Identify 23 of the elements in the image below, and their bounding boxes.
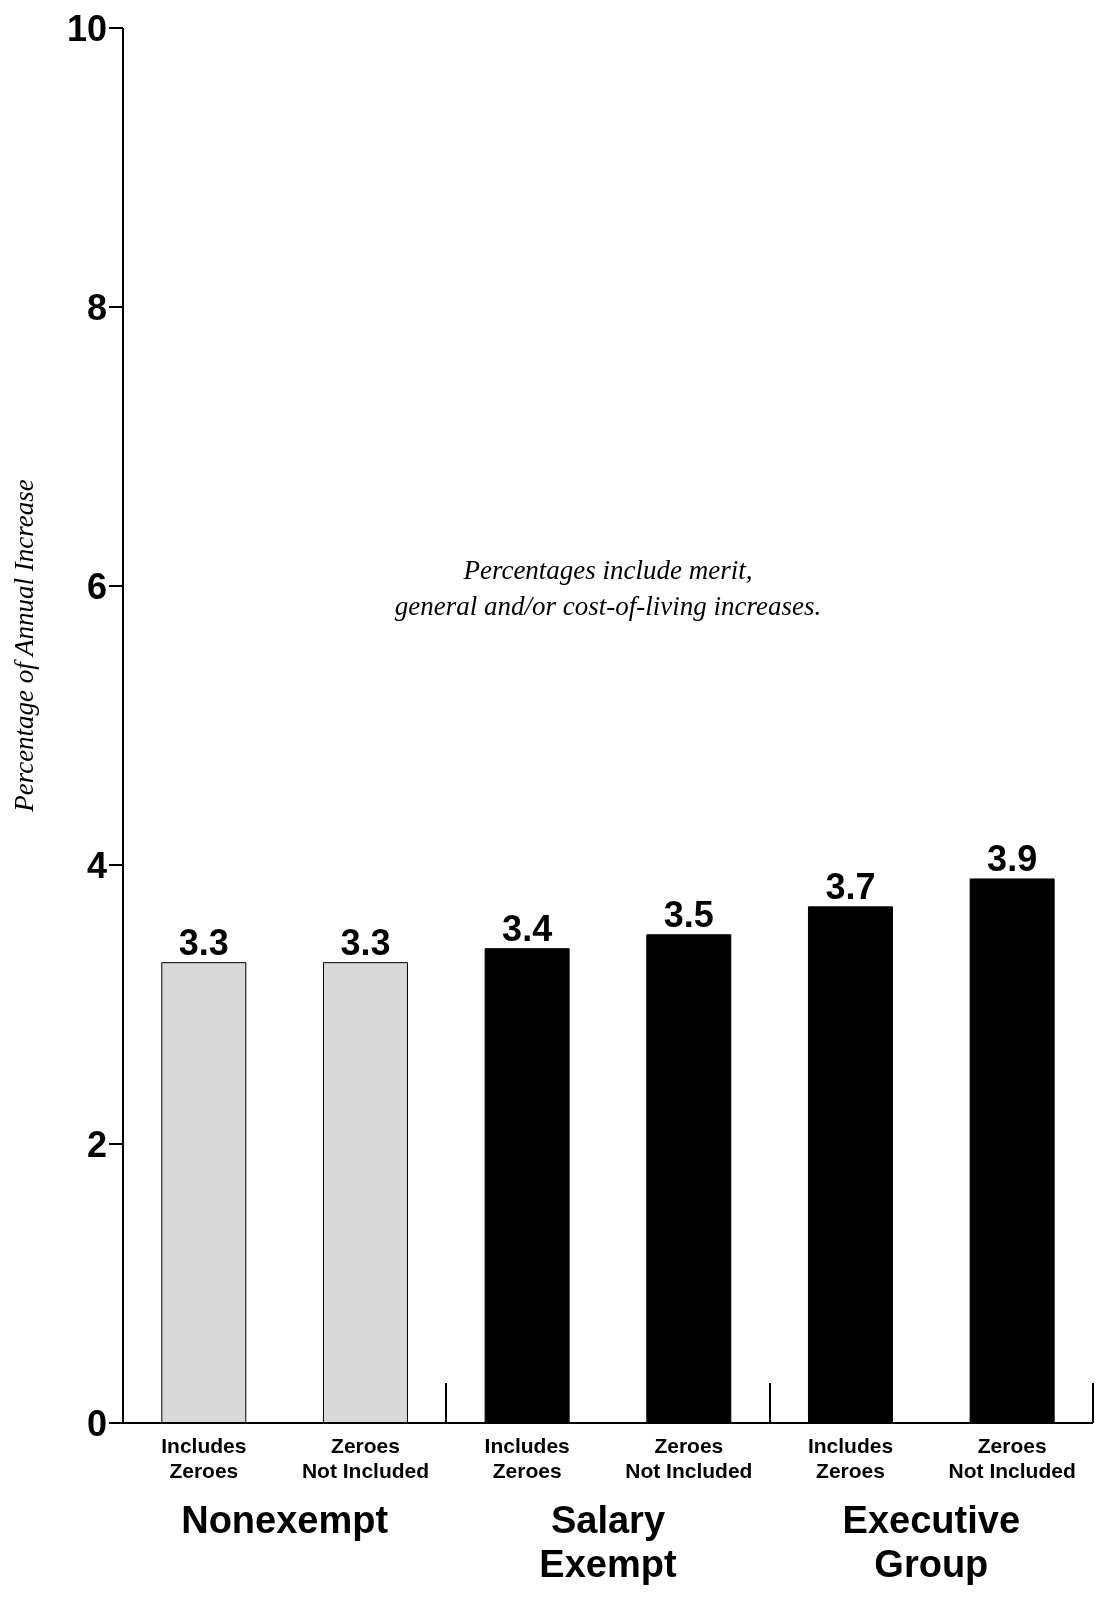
x-tick-label: Zeroes Not Included bbox=[948, 1434, 1076, 1482]
data-label: 3.9 bbox=[987, 837, 1038, 879]
x-tick-label: Zeroes Not Included bbox=[301, 1434, 430, 1482]
data-label: 3.7 bbox=[825, 865, 876, 907]
y-tick-label: 10 bbox=[66, 7, 107, 49]
y-tick-label: 0 bbox=[86, 1402, 107, 1444]
y-tick-label: 8 bbox=[86, 286, 107, 328]
x-tick-label: Includes Zeroes bbox=[161, 1434, 247, 1482]
x-tick-label: Zeroes Not Included bbox=[625, 1434, 753, 1482]
x-tick-label: Includes Zeroes bbox=[484, 1434, 570, 1482]
text: Executive Group bbox=[841, 1498, 1022, 1586]
x-tick-label: Includes Zeroes bbox=[807, 1434, 894, 1482]
text: Nonexempt bbox=[180, 1498, 390, 1542]
y-tick-label: 4 bbox=[86, 844, 107, 886]
text: Salary Exempt bbox=[538, 1498, 678, 1586]
y-tick-label: 2 bbox=[86, 1123, 107, 1165]
data-label: 3.3 bbox=[178, 921, 229, 963]
data-label: 3.5 bbox=[663, 893, 714, 935]
y-axis-title: Percentage of Annual Increase bbox=[8, 479, 39, 813]
y-tick-label: 6 bbox=[86, 565, 107, 607]
data-label: 3.4 bbox=[502, 907, 553, 949]
data-label: 3.3 bbox=[340, 921, 391, 963]
annotation: Percentages include merit, general and/or cost-of-living increases. bbox=[393, 554, 823, 624]
